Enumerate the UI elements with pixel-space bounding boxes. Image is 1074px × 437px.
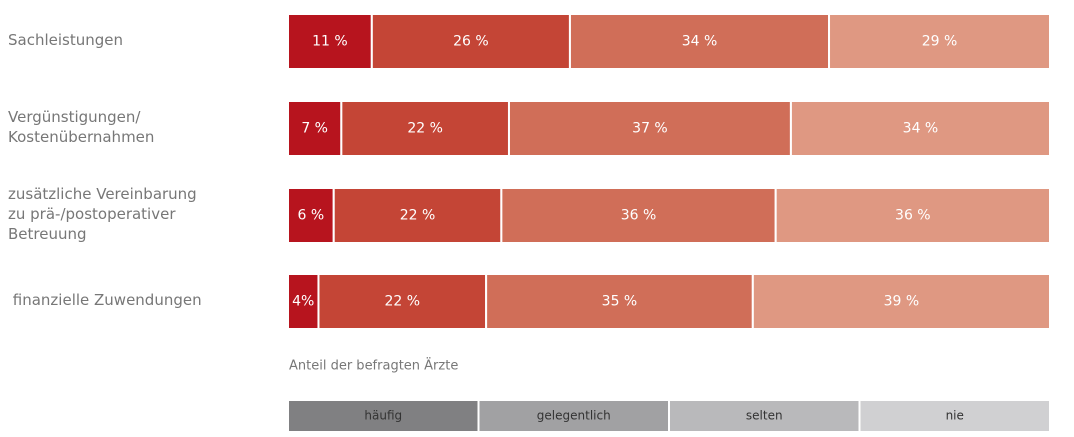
category-label: zusätzliche Vereinbarung zu prä-/postope…	[8, 184, 197, 243]
value-label: 22 %	[407, 121, 443, 137]
value-label: 39 %	[884, 294, 920, 310]
legend-label: gelegentlich	[537, 409, 611, 423]
value-label: 29 %	[922, 34, 958, 50]
x-axis-label: Anteil der befragten Ärzte	[289, 358, 458, 374]
legend-label: häufig	[364, 409, 402, 423]
legend-swatch	[668, 399, 861, 433]
bar-segment	[751, 273, 1051, 330]
value-label: 36 %	[621, 208, 657, 224]
legend-label: nie	[946, 409, 964, 423]
value-label: 36 %	[895, 208, 931, 224]
bar-segment	[485, 273, 754, 330]
bar-segment	[507, 100, 792, 157]
bar-segment	[828, 13, 1052, 70]
value-label: 34 %	[682, 34, 718, 50]
value-label: 7 %	[301, 121, 328, 137]
value-label: 34 %	[903, 121, 939, 137]
legend-label: selten	[746, 409, 783, 423]
category-label: Sachleistungen	[8, 30, 123, 49]
bar-segment	[287, 100, 343, 157]
value-label: 6 %	[298, 208, 325, 224]
value-label: 4%	[292, 294, 314, 310]
value-label: 35 %	[602, 294, 638, 310]
legend-swatch	[287, 399, 480, 433]
value-label: 37 %	[632, 121, 668, 137]
bar-segment	[317, 273, 488, 330]
category-label: finanzielle Zuwendungen	[8, 290, 202, 309]
bar-segment	[332, 187, 503, 244]
value-label: 22 %	[400, 208, 436, 224]
bar-segment	[568, 13, 831, 70]
bar-segment	[500, 187, 777, 244]
bar-segment	[287, 187, 335, 244]
value-label: 11 %	[312, 34, 348, 50]
legend-swatch	[477, 399, 670, 433]
legend-swatch	[858, 399, 1051, 433]
category-label: Vergünstigungen/ Kostenübernahmen	[8, 107, 155, 146]
bar-segment	[774, 187, 1051, 244]
bar-segment	[340, 100, 510, 157]
value-label: 22 %	[385, 294, 421, 310]
value-label: 26 %	[453, 34, 489, 50]
bar-segment	[789, 100, 1051, 157]
